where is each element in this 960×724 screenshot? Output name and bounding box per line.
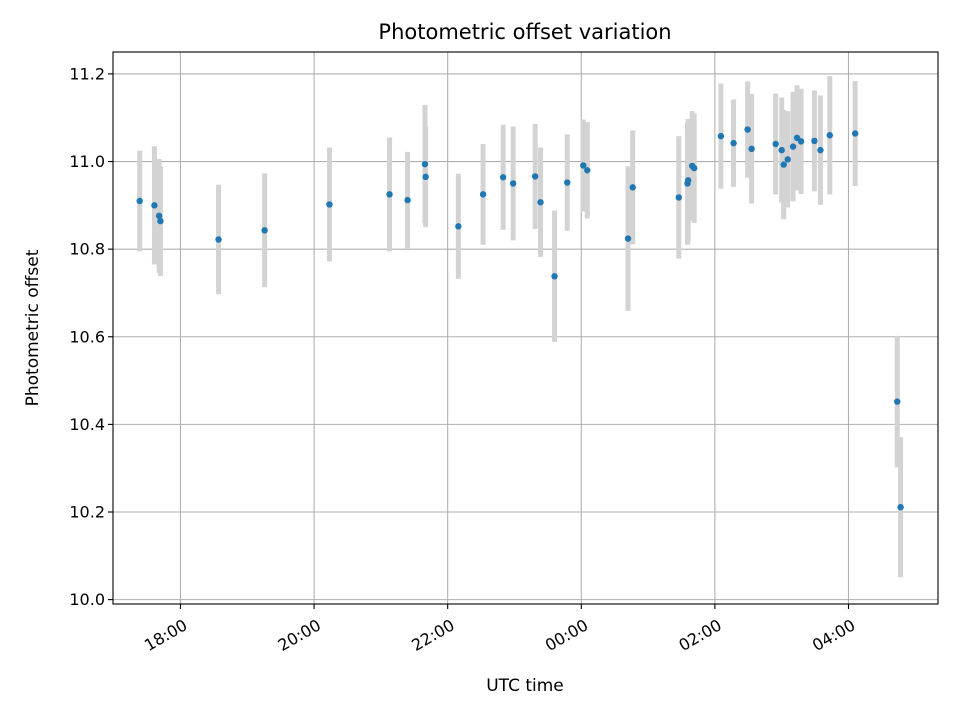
data-point	[624, 235, 632, 242]
data-point	[744, 126, 751, 133]
data-points	[136, 126, 904, 511]
data-point	[811, 137, 818, 145]
data-point	[778, 146, 785, 154]
data-point	[894, 398, 901, 405]
data-point	[151, 202, 158, 209]
data-point	[479, 191, 487, 198]
data-point	[564, 179, 571, 186]
y-tick-label: 10.4	[69, 415, 105, 434]
y-tick-label: 10.6	[69, 327, 105, 346]
data-point	[684, 177, 692, 184]
data-point	[499, 174, 507, 181]
data-point	[215, 236, 222, 243]
data-point	[551, 273, 558, 280]
data-point	[421, 160, 429, 168]
data-point	[326, 201, 333, 208]
y-tick-label: 11.0	[69, 152, 105, 171]
y-tick-label: 10.2	[69, 503, 105, 522]
data-point	[748, 145, 755, 153]
data-point	[826, 132, 833, 139]
data-point	[531, 173, 539, 180]
x-axis-label: UTC time	[486, 676, 564, 696]
data-point	[455, 223, 462, 230]
data-point	[629, 184, 636, 191]
data-point	[675, 194, 683, 201]
y-axis-ticks: 10.0 10.2 10.4 10.6 10.8 11.0 11.2	[69, 64, 113, 609]
data-point	[897, 503, 904, 511]
data-point	[817, 146, 824, 154]
data-point	[422, 173, 429, 181]
data-point	[580, 162, 587, 169]
data-point	[261, 227, 268, 234]
data-point	[584, 167, 591, 174]
y-tick-label: 10.0	[69, 590, 105, 609]
data-point	[780, 161, 787, 168]
data-point	[537, 199, 544, 206]
grid-lines	[113, 52, 938, 604]
data-point	[851, 130, 859, 137]
data-point	[690, 164, 698, 172]
chart-title: Photometric offset variation	[378, 20, 671, 44]
y-axis-label: Photometric offset	[23, 249, 43, 406]
y-tick-label: 10.8	[69, 240, 105, 259]
data-point	[404, 196, 411, 204]
y-tick-label: 11.2	[69, 64, 105, 83]
plot-frame	[112, 51, 939, 605]
data-point	[789, 143, 797, 150]
data-point	[155, 212, 163, 220]
data-point	[797, 138, 805, 145]
data-point	[772, 140, 779, 148]
data-point	[784, 156, 791, 163]
data-point	[717, 132, 725, 140]
data-point	[386, 191, 393, 198]
data-point	[136, 197, 143, 205]
data-point	[509, 180, 517, 187]
data-point	[157, 217, 164, 225]
data-point	[730, 139, 737, 147]
